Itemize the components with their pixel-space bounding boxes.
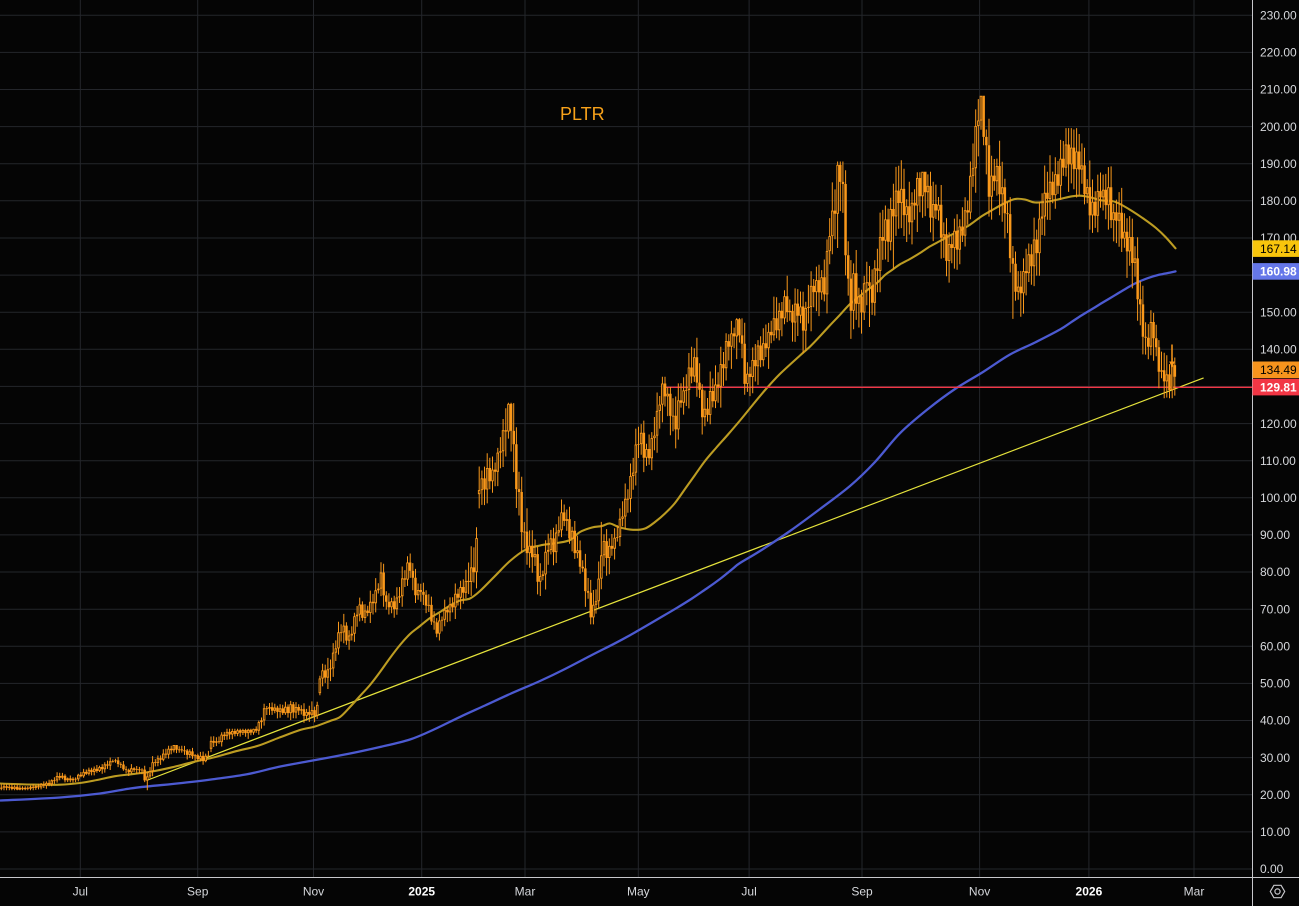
svg-text:20.00: 20.00 (1260, 788, 1290, 802)
svg-text:30.00: 30.00 (1260, 751, 1290, 765)
svg-text:110.00: 110.00 (1260, 454, 1296, 468)
svg-text:Jul: Jul (73, 885, 88, 899)
svg-text:60.00: 60.00 (1260, 640, 1290, 654)
svg-text:Mar: Mar (1184, 885, 1205, 899)
svg-text:167.14: 167.14 (1260, 242, 1297, 256)
svg-text:10.00: 10.00 (1260, 825, 1290, 839)
svg-text:120.00: 120.00 (1260, 417, 1297, 431)
svg-text:Sep: Sep (851, 885, 873, 899)
svg-text:PLTR: PLTR (560, 104, 605, 124)
svg-text:0.00: 0.00 (1260, 862, 1284, 876)
svg-text:Nov: Nov (303, 885, 324, 899)
svg-text:150.00: 150.00 (1260, 305, 1297, 319)
svg-text:Mar: Mar (515, 885, 536, 899)
svg-text:134.49: 134.49 (1260, 363, 1297, 377)
svg-text:190.00: 190.00 (1260, 157, 1297, 171)
svg-text:90.00: 90.00 (1260, 528, 1290, 542)
svg-text:220.00: 220.00 (1260, 46, 1297, 60)
svg-text:140.00: 140.00 (1260, 343, 1297, 357)
svg-text:Sep: Sep (187, 885, 209, 899)
svg-text:Nov: Nov (969, 885, 990, 899)
svg-text:2025: 2025 (408, 885, 435, 899)
svg-text:100.00: 100.00 (1260, 491, 1297, 505)
svg-text:180.00: 180.00 (1260, 194, 1297, 208)
svg-text:Jul: Jul (741, 885, 756, 899)
svg-text:200.00: 200.00 (1260, 120, 1297, 134)
svg-text:230.00: 230.00 (1260, 8, 1297, 22)
svg-text:210.00: 210.00 (1260, 83, 1297, 97)
svg-text:2026: 2026 (1076, 885, 1103, 899)
svg-text:129.81: 129.81 (1260, 380, 1297, 394)
svg-text:May: May (627, 885, 650, 899)
svg-text:70.00: 70.00 (1260, 602, 1290, 616)
svg-text:50.00: 50.00 (1260, 677, 1290, 691)
svg-text:80.00: 80.00 (1260, 565, 1290, 579)
svg-text:160.98: 160.98 (1260, 265, 1297, 279)
svg-text:40.00: 40.00 (1260, 714, 1290, 728)
